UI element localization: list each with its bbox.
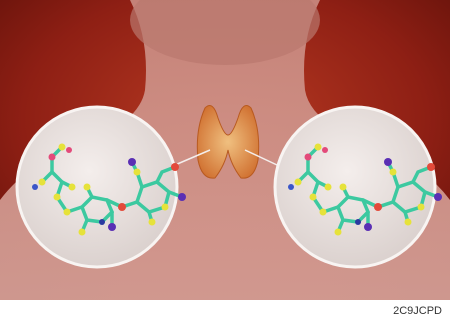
footer-strip (0, 300, 450, 320)
left-magnifier (15, 105, 188, 269)
image-id: 2C9JCPD (393, 305, 442, 317)
right-magnifier (273, 105, 444, 269)
pointer-lines (174, 149, 278, 166)
thyroid-gland (196, 105, 260, 179)
chin (130, 0, 320, 65)
